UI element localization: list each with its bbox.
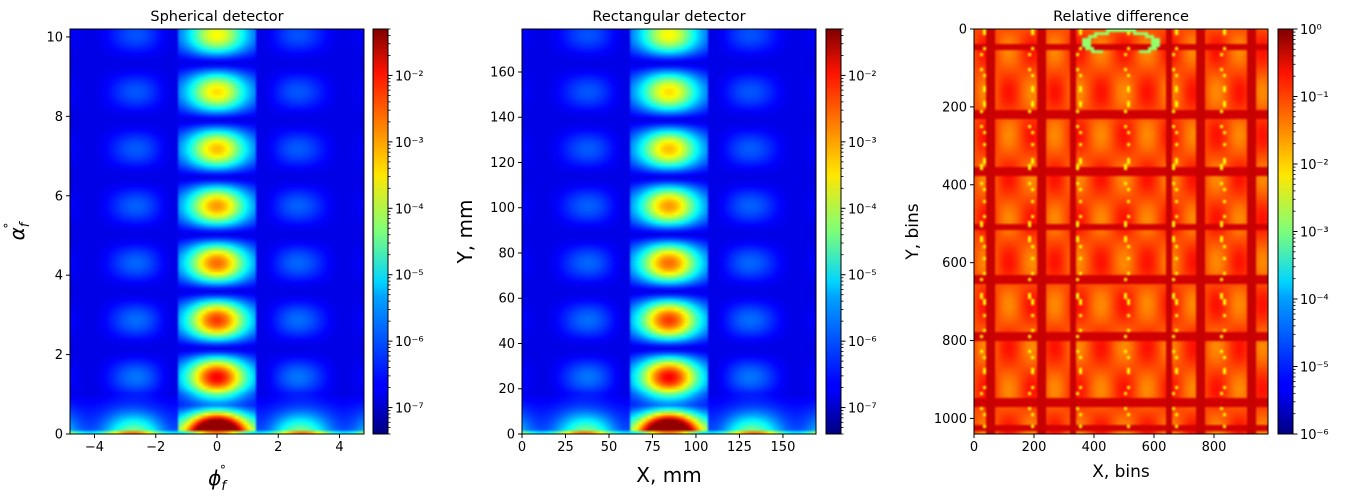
colorbar-tick-label: 10⁻²	[848, 69, 877, 84]
x-tick-label: 75	[644, 440, 661, 455]
y-tick-label: 4	[55, 269, 63, 284]
colorbar-tick-label: 10⁻⁶	[395, 335, 424, 350]
colorbar-tick-label: 10⁻⁴	[395, 202, 424, 217]
x-tick-label: 0	[970, 440, 978, 455]
y-tick-label: 600	[942, 256, 967, 271]
y-tick-label: 80	[498, 246, 515, 261]
x-tick-label: 150	[771, 440, 796, 455]
x-axis-label: X, bins	[1092, 462, 1150, 482]
colorbar-tick-label: 10⁻³	[1300, 226, 1329, 241]
y-tick-label: 800	[942, 334, 967, 349]
x-tick-label: 100	[684, 440, 709, 455]
y-tick-label: 140	[490, 111, 515, 126]
colorbar-1	[372, 28, 389, 435]
y-tick-label: 6	[55, 189, 63, 204]
panel-title: Relative difference	[1053, 9, 1189, 25]
x-tick-label: 800	[1202, 440, 1227, 455]
colorbar-tick-label: 10⁻⁷	[395, 402, 424, 417]
x-axis-label: X, mm	[636, 463, 701, 487]
y-tick-label: 120	[490, 156, 515, 171]
x-tick-label: 0	[213, 440, 221, 455]
colorbar-tick-label: 10⁻⁵	[848, 269, 877, 284]
colorbar-tick-label: 10⁻⁶	[848, 335, 877, 350]
x-tick-label: 4	[335, 440, 343, 455]
y-tick-label: 40	[498, 337, 515, 352]
colorbar-tick-label: 10⁻¹	[1300, 91, 1329, 106]
colorbar-tick-label: 10⁰	[1300, 23, 1322, 38]
colorbar-tick-label: 10⁻⁴	[1300, 293, 1329, 308]
y-tick-label: 0	[959, 23, 967, 38]
colorbar-tick-label: 10⁻⁷	[848, 402, 877, 417]
panel-title: Rectangular detector	[592, 9, 745, 25]
y-tick-label: 2	[55, 348, 63, 363]
heatmap-image-3	[974, 29, 1268, 434]
x-tick-label: 0	[518, 440, 526, 455]
y-tick-label: 100	[490, 201, 515, 216]
colorbar-tick-label: 10⁻⁵	[1300, 361, 1329, 376]
x-tick-label: 125	[727, 440, 752, 455]
colorbar-tick-label: 10⁻²	[1300, 158, 1329, 173]
y-tick-label: 200	[942, 100, 967, 115]
y-tick-label: 8	[55, 110, 63, 125]
colorbar-tick-label: 10⁻³	[848, 136, 877, 151]
x-tick-label: 200	[1022, 440, 1047, 455]
y-tick-label: 10	[46, 30, 63, 45]
heatmap-image-1	[70, 29, 364, 434]
x-tick-label: −2	[146, 440, 165, 455]
y-axis-label: Y, mm	[453, 200, 477, 265]
y-tick-label: 1000	[934, 412, 967, 427]
axes-frame-3	[973, 28, 1269, 435]
colorbar-tick-label: 10⁻³	[395, 136, 424, 151]
y-tick-label: 0	[507, 428, 515, 443]
x-tick-label: 50	[601, 440, 618, 455]
x-axis-label: ϕf°	[208, 463, 228, 494]
x-tick-label: 400	[1082, 440, 1107, 455]
x-tick-label: −4	[85, 440, 104, 455]
y-tick-label: 60	[498, 292, 515, 307]
colorbar-tick-label: 10⁻⁵	[395, 269, 424, 284]
colorbar-2	[825, 28, 842, 435]
colorbar-tick-label: 10⁻⁶	[1300, 428, 1329, 443]
colorbar-3	[1277, 28, 1294, 435]
heatmap-image-2	[522, 29, 816, 434]
x-tick-label: 2	[274, 440, 282, 455]
colorbar-tick-label: 10⁻⁴	[848, 202, 877, 217]
y-axis-label: αf°	[2, 220, 33, 240]
y-tick-label: 160	[490, 65, 515, 80]
axes-frame-2	[521, 28, 817, 435]
y-tick-label: 0	[55, 428, 63, 443]
y-tick-label: 400	[942, 178, 967, 193]
x-tick-label: 25	[557, 440, 574, 455]
y-tick-label: 20	[498, 382, 515, 397]
y-axis-label: Y, bins	[903, 203, 923, 260]
panel-title: Spherical detector	[150, 9, 283, 25]
x-tick-label: 600	[1142, 440, 1167, 455]
colorbar-tick-label: 10⁻²	[395, 69, 424, 84]
